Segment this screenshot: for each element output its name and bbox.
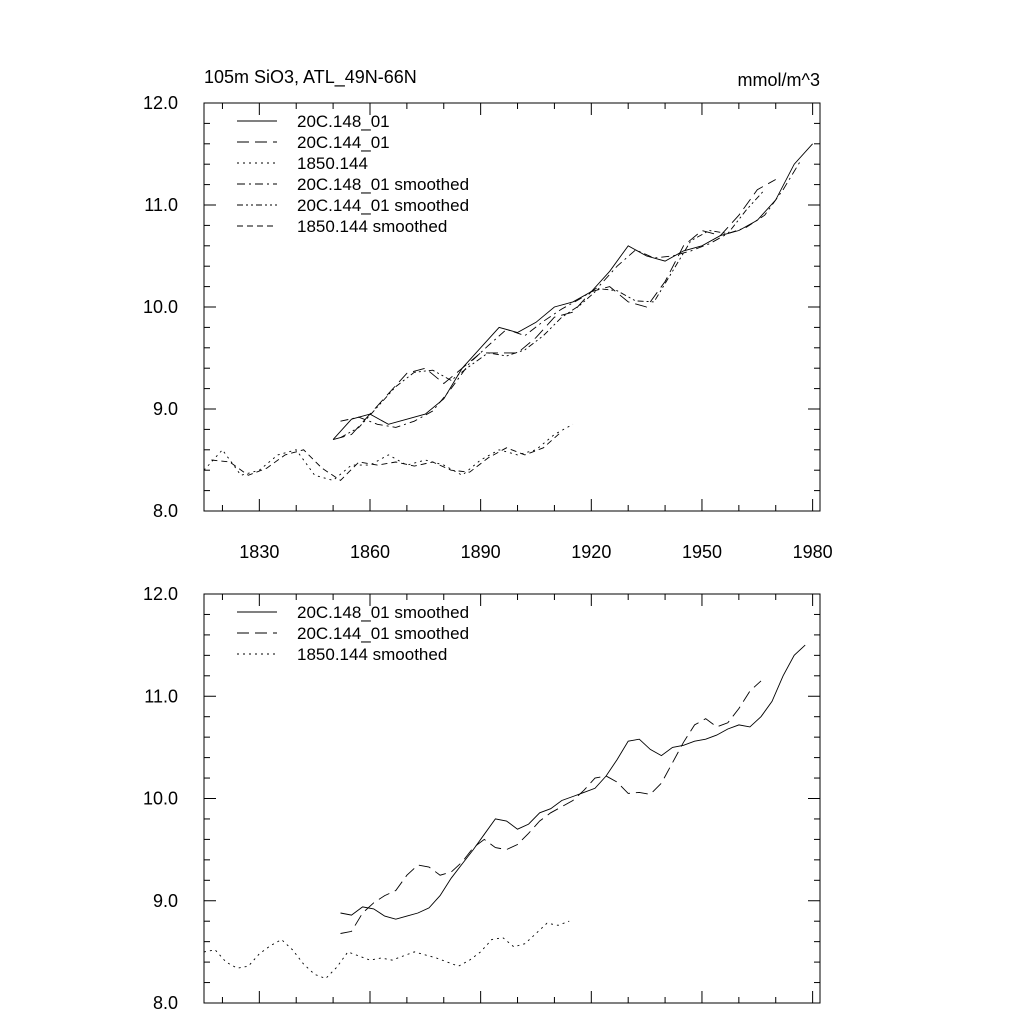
x-tick-label: 1980 bbox=[793, 542, 833, 562]
series-line-1 bbox=[332, 179, 776, 441]
bottom-panel: 8.0 9.0 10.0 11.0 12.0 20C.148_01 smoothed 20C… bbox=[143, 584, 821, 1013]
y-tick-label: 11.0 bbox=[144, 686, 178, 706]
series-line-4 bbox=[340, 189, 766, 438]
series-line-0 bbox=[340, 644, 806, 920]
x-tick-label: 1890 bbox=[461, 542, 501, 562]
units-label: mmol/m^3 bbox=[738, 70, 820, 90]
chart-title: 105m SiO3, ATL_49N-66N bbox=[204, 67, 417, 88]
legend-label: 20C.144_01 smoothed bbox=[297, 624, 469, 643]
x-tick-label: 1950 bbox=[682, 542, 722, 562]
y-tick-label: 12.0 bbox=[143, 584, 178, 604]
x-tick-label: 1920 bbox=[571, 542, 611, 562]
y-tick-label: 8.0 bbox=[153, 993, 178, 1013]
y-tick-label: 8.0 bbox=[153, 501, 178, 521]
series-line-5 bbox=[211, 431, 563, 481]
y-tick-label: 10.0 bbox=[143, 789, 178, 809]
legend-label: 20C.148_01 bbox=[297, 112, 390, 131]
legend-label: 1850.144 bbox=[297, 154, 368, 173]
y-tick-label: 11.0 bbox=[144, 195, 178, 215]
series-line-2 bbox=[203, 423, 574, 481]
y-tick-label: 9.0 bbox=[153, 399, 178, 419]
series-line-1 bbox=[340, 680, 762, 934]
legend-label: 20C.148_01 smoothed bbox=[297, 603, 469, 622]
legend-label: 1850.144 smoothed bbox=[297, 645, 447, 664]
top-panel: 8.0 9.0 10.0 11.0 12.0 1830 1860 1890 1920 1950 19… bbox=[143, 93, 833, 562]
x-tick-label: 1830 bbox=[239, 542, 279, 562]
legend-label: 1850.144 smoothed bbox=[297, 217, 447, 236]
legend-label: 20C.144_01 bbox=[297, 133, 390, 152]
x-tick-label: 1860 bbox=[350, 542, 390, 562]
y-tick-label: 9.0 bbox=[153, 891, 178, 911]
series-line-2 bbox=[203, 920, 570, 980]
legend-label: 20C.148_01 smoothed bbox=[297, 175, 469, 194]
y-tick-label: 10.0 bbox=[143, 297, 178, 317]
y-tick-label: 12.0 bbox=[143, 93, 178, 113]
series-line-3 bbox=[340, 158, 802, 428]
legend-label: 20C.144_01 smoothed bbox=[297, 196, 469, 215]
